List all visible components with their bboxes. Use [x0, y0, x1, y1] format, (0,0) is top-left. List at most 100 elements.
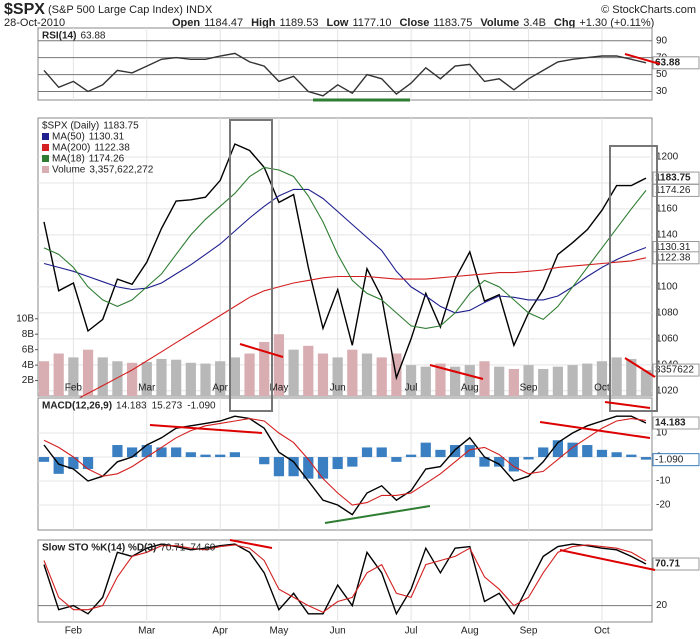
x-tick-label: May [269, 383, 288, 394]
trend-line [624, 53, 661, 65]
bar [200, 454, 211, 458]
bar [347, 349, 358, 396]
legend-value: 74.60 [190, 543, 215, 554]
quote: Open 1184.47 High 1189.53 Low 1177.10 Close 118… [172, 17, 654, 29]
trend-line [429, 364, 484, 380]
bar [376, 447, 387, 458]
quote-label: Volume [480, 17, 519, 29]
value-tag-box [652, 363, 700, 377]
line [43, 544, 647, 613]
highlight-box [229, 119, 273, 412]
bar [523, 365, 534, 396]
value-tag: 1122.38 [655, 252, 691, 263]
x-tick-label: Apr [212, 383, 228, 394]
bar [156, 358, 167, 396]
bar [494, 366, 505, 396]
y2-tick-label: 2B [22, 375, 35, 386]
bar [508, 368, 519, 396]
annotations [149, 53, 661, 571]
bar [494, 457, 505, 467]
quote-label: Close [399, 17, 429, 29]
x-tick-label: Mar [138, 383, 156, 394]
panel-title: RSI(14) [42, 31, 76, 42]
bar [464, 445, 475, 458]
bar [538, 447, 549, 458]
y2-tick-label: 10B [16, 313, 34, 324]
quote-value: 1189.53 [280, 17, 319, 29]
panel-title: MACD(12,26,9) [42, 401, 112, 412]
bar [508, 457, 519, 472]
bar [112, 445, 123, 458]
bar [332, 457, 343, 470]
y-tick-label: 1160 [656, 204, 678, 215]
bar [626, 358, 637, 396]
legend-value: 63.88 [80, 31, 105, 42]
line [43, 543, 647, 616]
value-tag-box [652, 453, 700, 467]
bar [332, 357, 343, 396]
bar [288, 349, 299, 396]
line [43, 418, 647, 506]
value-tag-box [652, 557, 700, 571]
x-tick-label: Oct [594, 383, 610, 394]
legend-name: MA(50) [52, 132, 85, 143]
x-tick-label: Sep [520, 626, 538, 637]
line [43, 415, 647, 516]
x-tick-label: Feb [65, 626, 83, 637]
bar [97, 357, 108, 396]
bar [405, 454, 417, 458]
legend-value: 3,357,622,272 [89, 165, 153, 176]
x-tick-label: Mar [138, 626, 156, 637]
bar [464, 365, 475, 396]
panel-title: $SPX (Daily) [42, 121, 99, 132]
bar [582, 363, 593, 396]
legend-swatch [42, 155, 49, 162]
highlight-box [609, 145, 658, 412]
bar [244, 353, 255, 396]
bar [347, 457, 358, 467]
panels: 30507090RSI(14)63.8863.88102010401060108… [16, 27, 700, 637]
legend-value: 1174.26 [89, 154, 125, 165]
bar [141, 362, 152, 396]
trend-line [604, 401, 651, 409]
date: 28-Oct-2010 [4, 17, 65, 29]
bar [596, 449, 608, 458]
trend-line [149, 424, 263, 434]
bar [53, 457, 64, 474]
credit: © StockCharts.com [601, 4, 696, 16]
legend-value: 1130.31 [89, 132, 125, 143]
y-tick-label: 1060 [656, 333, 679, 344]
legend-value: 70.71 [160, 543, 185, 554]
y-tick-label: 1140 [656, 230, 678, 241]
bar [185, 452, 196, 458]
bar [450, 445, 461, 458]
legend-swatch [42, 133, 49, 140]
bar [68, 457, 79, 470]
x-tick-label: Jul [405, 626, 418, 637]
bar [259, 457, 270, 465]
bar [82, 457, 94, 470]
trend-line [624, 357, 656, 378]
trend-line [539, 421, 651, 439]
bar [479, 457, 490, 467]
quote-value: 1183.75 [433, 17, 472, 29]
bar [112, 361, 123, 396]
bar [611, 452, 622, 458]
x-tick-label: Apr [212, 626, 228, 637]
legend-value: 1122.38 [94, 143, 130, 154]
bar [171, 359, 182, 396]
bar [391, 457, 402, 462]
quote-label: High [251, 17, 276, 29]
bar [68, 357, 79, 396]
x-tick-label: Feb [65, 383, 83, 394]
bar [53, 353, 64, 396]
value-tag: 3357622 [655, 365, 694, 376]
panel-title: Slow STO %K(14) %D(3) [42, 543, 156, 554]
y-tick-label: 90 [656, 35, 668, 46]
quote-value: 1184.47 [204, 17, 243, 29]
quote-label: Open [172, 17, 200, 29]
bar [376, 357, 387, 396]
bar [126, 362, 138, 396]
bar [259, 341, 270, 396]
panel-frame [37, 397, 653, 531]
